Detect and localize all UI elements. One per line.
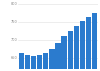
Bar [19, 53, 24, 71]
Bar [25, 55, 30, 71]
Bar [37, 55, 42, 71]
Bar [31, 56, 36, 71]
Bar [86, 17, 91, 71]
Bar [55, 43, 61, 71]
Bar [92, 13, 97, 71]
Bar [43, 53, 48, 71]
Bar [68, 31, 73, 71]
Bar [80, 21, 85, 71]
Bar [74, 26, 79, 71]
Bar [49, 49, 54, 71]
Bar [62, 36, 67, 71]
